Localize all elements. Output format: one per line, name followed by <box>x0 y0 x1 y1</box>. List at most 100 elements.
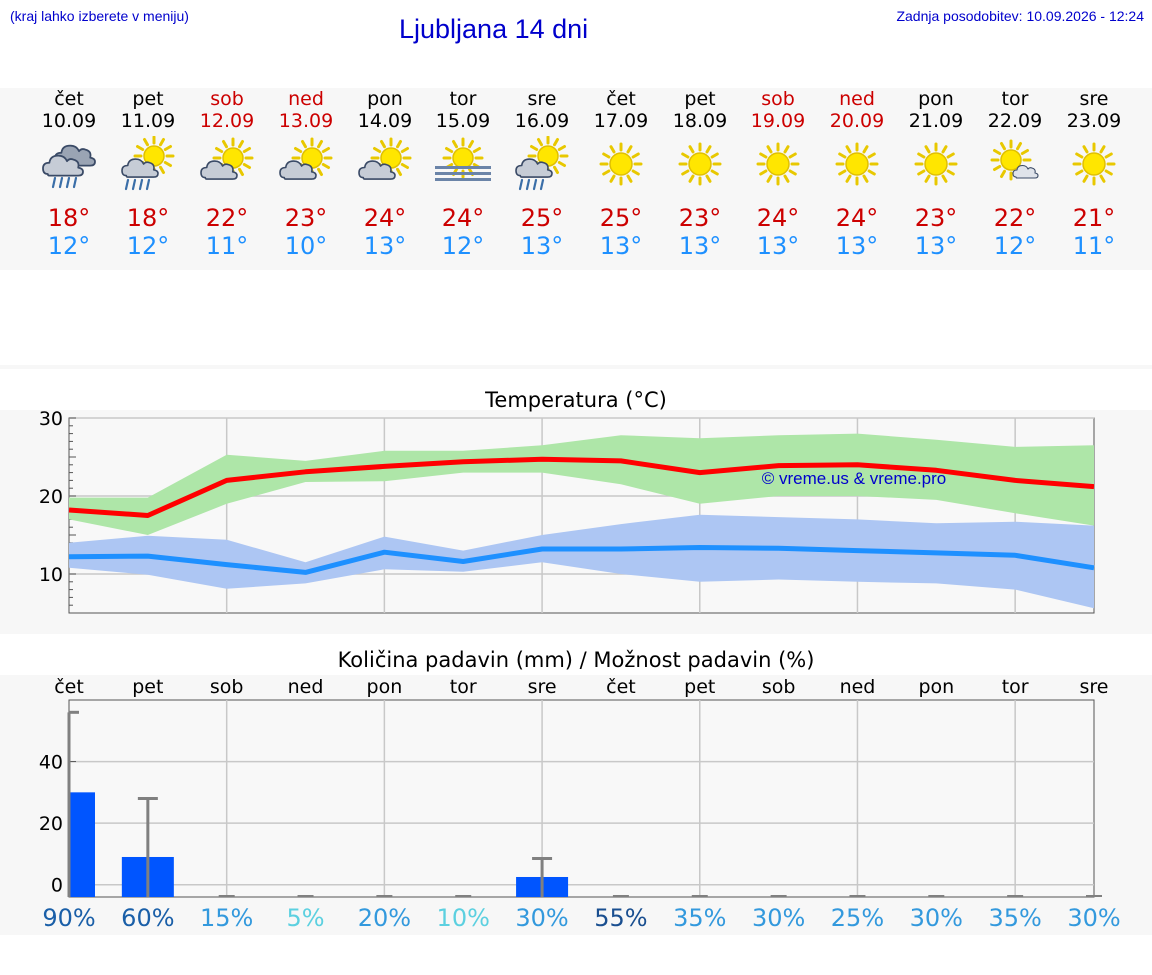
day-date: 18.09 <box>672 110 728 132</box>
day-date: 19.09 <box>750 110 806 132</box>
min-temperature: 12° <box>126 232 170 260</box>
sun-icon <box>914 142 958 186</box>
day-name: sre <box>1079 88 1109 110</box>
y-tick-label: 40 <box>39 752 63 774</box>
x-tick-label: pon <box>918 676 954 698</box>
max-temperature: 24° <box>756 204 800 232</box>
day-column: sob 19.09 24° 13° <box>738 88 818 260</box>
min-temperature: 12° <box>993 232 1037 260</box>
day-column: pet 11.09 18° 12° <box>108 88 188 260</box>
sun-icon <box>678 142 722 186</box>
precipitation-probability: 15% <box>200 904 254 932</box>
x-tick-label: pon <box>367 676 403 698</box>
min-temperature: 11° <box>205 232 249 260</box>
cloud-rain-icon <box>42 144 96 189</box>
watermark: © vreme.us & vreme.pro <box>762 469 946 488</box>
min-temperature: 12° <box>441 232 485 260</box>
x-tick-label: tor <box>450 676 477 698</box>
day-column: ned 13.09 23° 10° <box>266 88 346 260</box>
day-date: 11.09 <box>120 110 176 132</box>
x-tick-label: sob <box>210 676 244 698</box>
day-date: 22.09 <box>987 110 1043 132</box>
precipitation-probability: 5% <box>286 904 325 932</box>
sun-fog-icon <box>435 137 491 181</box>
precipitation-probability: 30% <box>909 904 963 932</box>
day-column: tor 22.09 22° 12° <box>975 88 1055 260</box>
precipitation-probability: 35% <box>988 904 1042 932</box>
x-tick-label: sob <box>762 676 796 698</box>
day-column: sre 16.09 25° 13° <box>502 88 582 260</box>
day-name: čet <box>54 88 84 110</box>
day-column: pon 14.09 24° 13° <box>345 88 425 260</box>
temperature-chart: 10 20 30 © vreme.us & vreme.pro <box>39 410 1095 614</box>
plot-area <box>68 699 1095 898</box>
max-temperature-range-band <box>69 433 1094 535</box>
precipitation-chart-title: Količina padavin (mm) / Možnost padavin … <box>337 648 815 672</box>
precipitation-probability: 90% <box>42 904 96 932</box>
day-column: ned 20.09 24° 13° <box>817 88 897 260</box>
max-temperature: 23° <box>678 204 722 232</box>
day-date: 14.09 <box>357 110 413 132</box>
min-temperature: 12° <box>47 232 91 260</box>
max-temperature: 18° <box>47 204 91 232</box>
location-menu-hint: (kraj lahko izberete v meniju) <box>10 8 189 24</box>
daily-forecast-band <box>0 88 1152 270</box>
day-name: ned <box>839 88 875 110</box>
sun-icon <box>756 142 800 186</box>
precipitation-probability: 35% <box>673 904 727 932</box>
min-temperature: 10° <box>284 232 328 260</box>
sun-icon <box>835 142 879 186</box>
day-name: pet <box>684 88 716 110</box>
day-name: sre <box>527 88 557 110</box>
x-tick-label: pet <box>132 676 163 698</box>
x-tick-label: ned <box>840 676 876 698</box>
max-temperature: 25° <box>520 204 564 232</box>
day-column: čet 10.09 18° 12° <box>29 88 109 260</box>
sun-cloud-rain-icon <box>121 136 175 191</box>
day-column: sob 12.09 22° 11° <box>187 88 267 260</box>
max-temperature: 25° <box>599 204 643 232</box>
x-tick-label: čet <box>54 676 84 698</box>
y-tick-label: 0 <box>51 875 63 897</box>
day-column: pon 21.09 23° 13° <box>896 88 976 260</box>
day-name: tor <box>449 88 477 110</box>
day-name: pon <box>367 88 403 110</box>
precipitation-bar <box>69 792 95 897</box>
min-temperature-range-band <box>69 514 1094 609</box>
day-name: pon <box>918 88 954 110</box>
x-tick-label: sre <box>1080 676 1109 698</box>
min-temperature: 13° <box>835 232 879 260</box>
max-temperature: 23° <box>284 204 328 232</box>
min-temperature: 13° <box>756 232 800 260</box>
day-date: 21.09 <box>908 110 964 132</box>
max-temperature: 23° <box>914 204 958 232</box>
x-tick-label: čet <box>606 676 636 698</box>
min-temperature: 13° <box>599 232 643 260</box>
min-temperature: 13° <box>363 232 407 260</box>
min-temperature: 11° <box>1072 232 1116 260</box>
max-temperature: 22° <box>205 204 249 232</box>
sun-cloud-rain-icon <box>515 136 569 191</box>
temperature-chart-title: Temperatura (°C) <box>485 388 667 412</box>
x-tick-label: ned <box>288 676 324 698</box>
day-date: 17.09 <box>593 110 649 132</box>
day-date: 12.09 <box>199 110 255 132</box>
x-tick-label: tor <box>1002 676 1029 698</box>
precipitation-probability: 10% <box>436 904 490 932</box>
divider <box>0 365 1152 369</box>
y-tick-label: 30 <box>39 410 63 430</box>
precipitation-probability: 30% <box>1067 904 1121 932</box>
max-temperature: 24° <box>441 204 485 232</box>
day-date: 10.09 <box>41 110 97 132</box>
y-tick-label: 10 <box>39 564 63 586</box>
sun-small-cloud-icon <box>990 139 1039 181</box>
precipitation-chart: 0 20 40 čet pet sob ned pon tor sre čet pet sob ned po… <box>39 676 1109 898</box>
day-column: pet 18.09 23° 13° <box>660 88 740 260</box>
day-name: tor <box>1001 88 1029 110</box>
precipitation-probability: 20% <box>357 904 412 932</box>
y-tick-label: 20 <box>39 813 63 835</box>
day-name: pet <box>132 88 164 110</box>
precipitation-probability: 25% <box>830 904 885 932</box>
day-date: 20.09 <box>829 110 885 132</box>
y-tick-label: 20 <box>39 486 63 508</box>
